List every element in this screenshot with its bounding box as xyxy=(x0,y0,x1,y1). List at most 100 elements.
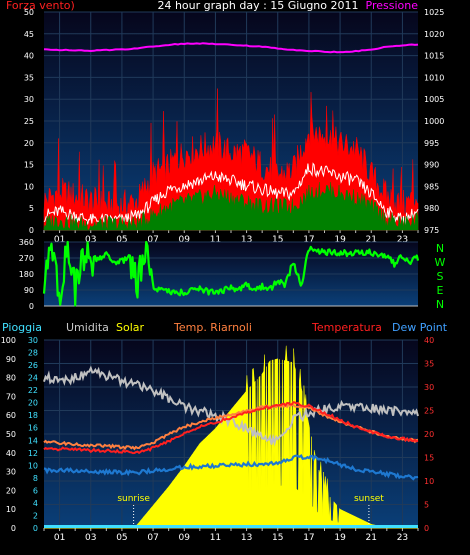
x-tick-label: 07 xyxy=(147,533,158,543)
y-tick-label: 22 xyxy=(28,386,38,395)
y-tick-label: 20 xyxy=(6,486,16,495)
annotation-sunset: sunset xyxy=(354,494,384,504)
y-tick-label: 60 xyxy=(6,411,16,420)
y-tick-label: 980 xyxy=(424,204,439,213)
y-tick-label: 18 xyxy=(28,411,38,420)
annotation-sunrise: sunrise xyxy=(117,494,150,504)
y-tick-label: 15 xyxy=(424,454,434,463)
y-tick-label: 50 xyxy=(24,8,34,17)
temperature-plot: 0102030405060708090100024681012141618202… xyxy=(1,336,434,543)
y-tick-label: 990 xyxy=(424,161,439,170)
y-tick-label: 25 xyxy=(24,117,34,126)
y-tick-label: 20 xyxy=(28,399,38,408)
y-tick-label: 0 xyxy=(11,524,16,533)
y-tick-label: 6 xyxy=(33,486,38,495)
y-tick-label: 1015 xyxy=(424,52,444,61)
y-tick-label: 1000 xyxy=(424,117,444,126)
compass-label: N xyxy=(436,298,444,311)
y-tick-label: 0 xyxy=(33,524,38,533)
y-tick-label: 0 xyxy=(29,226,34,235)
x-tick-label: 05 xyxy=(116,533,127,543)
y-tick-label: 35 xyxy=(424,360,434,369)
compass-label: E xyxy=(437,284,444,297)
y-tick-label: 45 xyxy=(24,30,34,39)
y-tick-label: 100 xyxy=(1,336,16,345)
y-tick-label: 975 xyxy=(424,226,439,235)
x-tick-label: 19 xyxy=(334,533,346,543)
y-tick-label: 180 xyxy=(19,270,34,279)
y-tick-label: 360 xyxy=(19,238,34,247)
y-tick-label: 90 xyxy=(6,355,16,364)
compass-label: N xyxy=(436,242,444,255)
compass-label: S xyxy=(437,270,444,283)
y-tick-label: 30 xyxy=(424,383,434,392)
x-tick-label: 17 xyxy=(303,533,314,543)
chart-title: 24 hour graph day : 15 Giugno 2011 xyxy=(157,0,358,12)
x-tick-label: 11 xyxy=(210,235,221,245)
series-dew-point xyxy=(43,453,419,481)
x-tick-label: 21 xyxy=(366,533,377,543)
x-tick-label: 11 xyxy=(210,533,221,543)
y-tick-label: 10 xyxy=(28,461,38,470)
series-media xyxy=(43,162,419,227)
y-tick-label: 40 xyxy=(6,449,16,458)
legend-pioggia: Pioggia xyxy=(2,321,42,334)
x-tick-label: 21 xyxy=(366,235,377,245)
y-tick-label: 270 xyxy=(19,254,34,263)
y-tick-label: 10 xyxy=(424,477,434,486)
y-tick-label: 15 xyxy=(24,161,34,170)
y-tick-label: 40 xyxy=(424,336,434,345)
x-tick-label: 13 xyxy=(241,235,252,245)
x-tick-label: 23 xyxy=(397,235,408,245)
y-tick-label: 8 xyxy=(33,474,38,483)
x-tick-label: 17 xyxy=(303,235,314,245)
legend-solar: Solar xyxy=(116,321,145,334)
x-tick-label: 15 xyxy=(272,235,283,245)
x-tick-label: 23 xyxy=(397,533,408,543)
y-tick-label: 80 xyxy=(6,374,16,383)
y-tick-label: 16 xyxy=(28,424,38,433)
x-tick-label: 07 xyxy=(147,235,158,245)
compass-label: W xyxy=(435,256,446,269)
y-tick-label: 1025 xyxy=(424,8,444,17)
x-tick-label: 09 xyxy=(179,533,191,543)
series-direzione xyxy=(42,240,420,307)
left-axis-label-wind: Forza vento) xyxy=(6,0,75,12)
legend-temperature: Pioggia Umidita Solar Temp. Riarnoli Tem… xyxy=(2,321,448,334)
y-tick-label: 1010 xyxy=(424,73,444,82)
y-tick-label: 985 xyxy=(424,182,439,191)
y-tick-label: 10 xyxy=(6,505,16,514)
x-tick-label: 03 xyxy=(85,533,96,543)
series-minima xyxy=(43,182,419,231)
x-tick-label: 05 xyxy=(116,235,127,245)
y-tick-label: 90 xyxy=(24,286,34,295)
y-tick-label: 30 xyxy=(28,336,38,345)
legend-dew-point: Dew Point xyxy=(392,321,448,334)
y-tick-label: 30 xyxy=(6,468,16,477)
y-tick-label: 20 xyxy=(24,139,34,148)
x-tick-label: 01 xyxy=(54,533,65,543)
right-axis-label-pressure: Pressione xyxy=(366,0,419,12)
y-tick-label: 25 xyxy=(424,407,434,416)
legend-umidita: Umidita xyxy=(66,321,109,334)
x-tick-label: 03 xyxy=(85,235,96,245)
y-tick-label: 0 xyxy=(424,524,429,533)
x-tick-label: 01 xyxy=(54,235,65,245)
y-tick-label: 10 xyxy=(24,182,34,191)
y-tick-label: 1005 xyxy=(424,95,444,104)
y-tick-label: 26 xyxy=(28,361,38,370)
y-tick-label: 20 xyxy=(424,430,434,439)
y-tick-label: 30 xyxy=(24,95,34,104)
y-tick-label: 0 xyxy=(29,302,34,311)
y-tick-label: 5 xyxy=(424,501,429,510)
y-tick-label: 28 xyxy=(28,349,38,358)
y-tick-label: 2 xyxy=(33,511,38,520)
wind-pressure-plot: 0510152025303540455097598098599099510001… xyxy=(24,8,445,245)
y-tick-label: 5 xyxy=(29,204,34,213)
legend-temp-riarnoli: Temp. Riarnoli xyxy=(173,321,252,334)
y-tick-label: 995 xyxy=(424,139,439,148)
series-pressione xyxy=(43,42,419,54)
y-tick-label: 50 xyxy=(6,430,16,439)
